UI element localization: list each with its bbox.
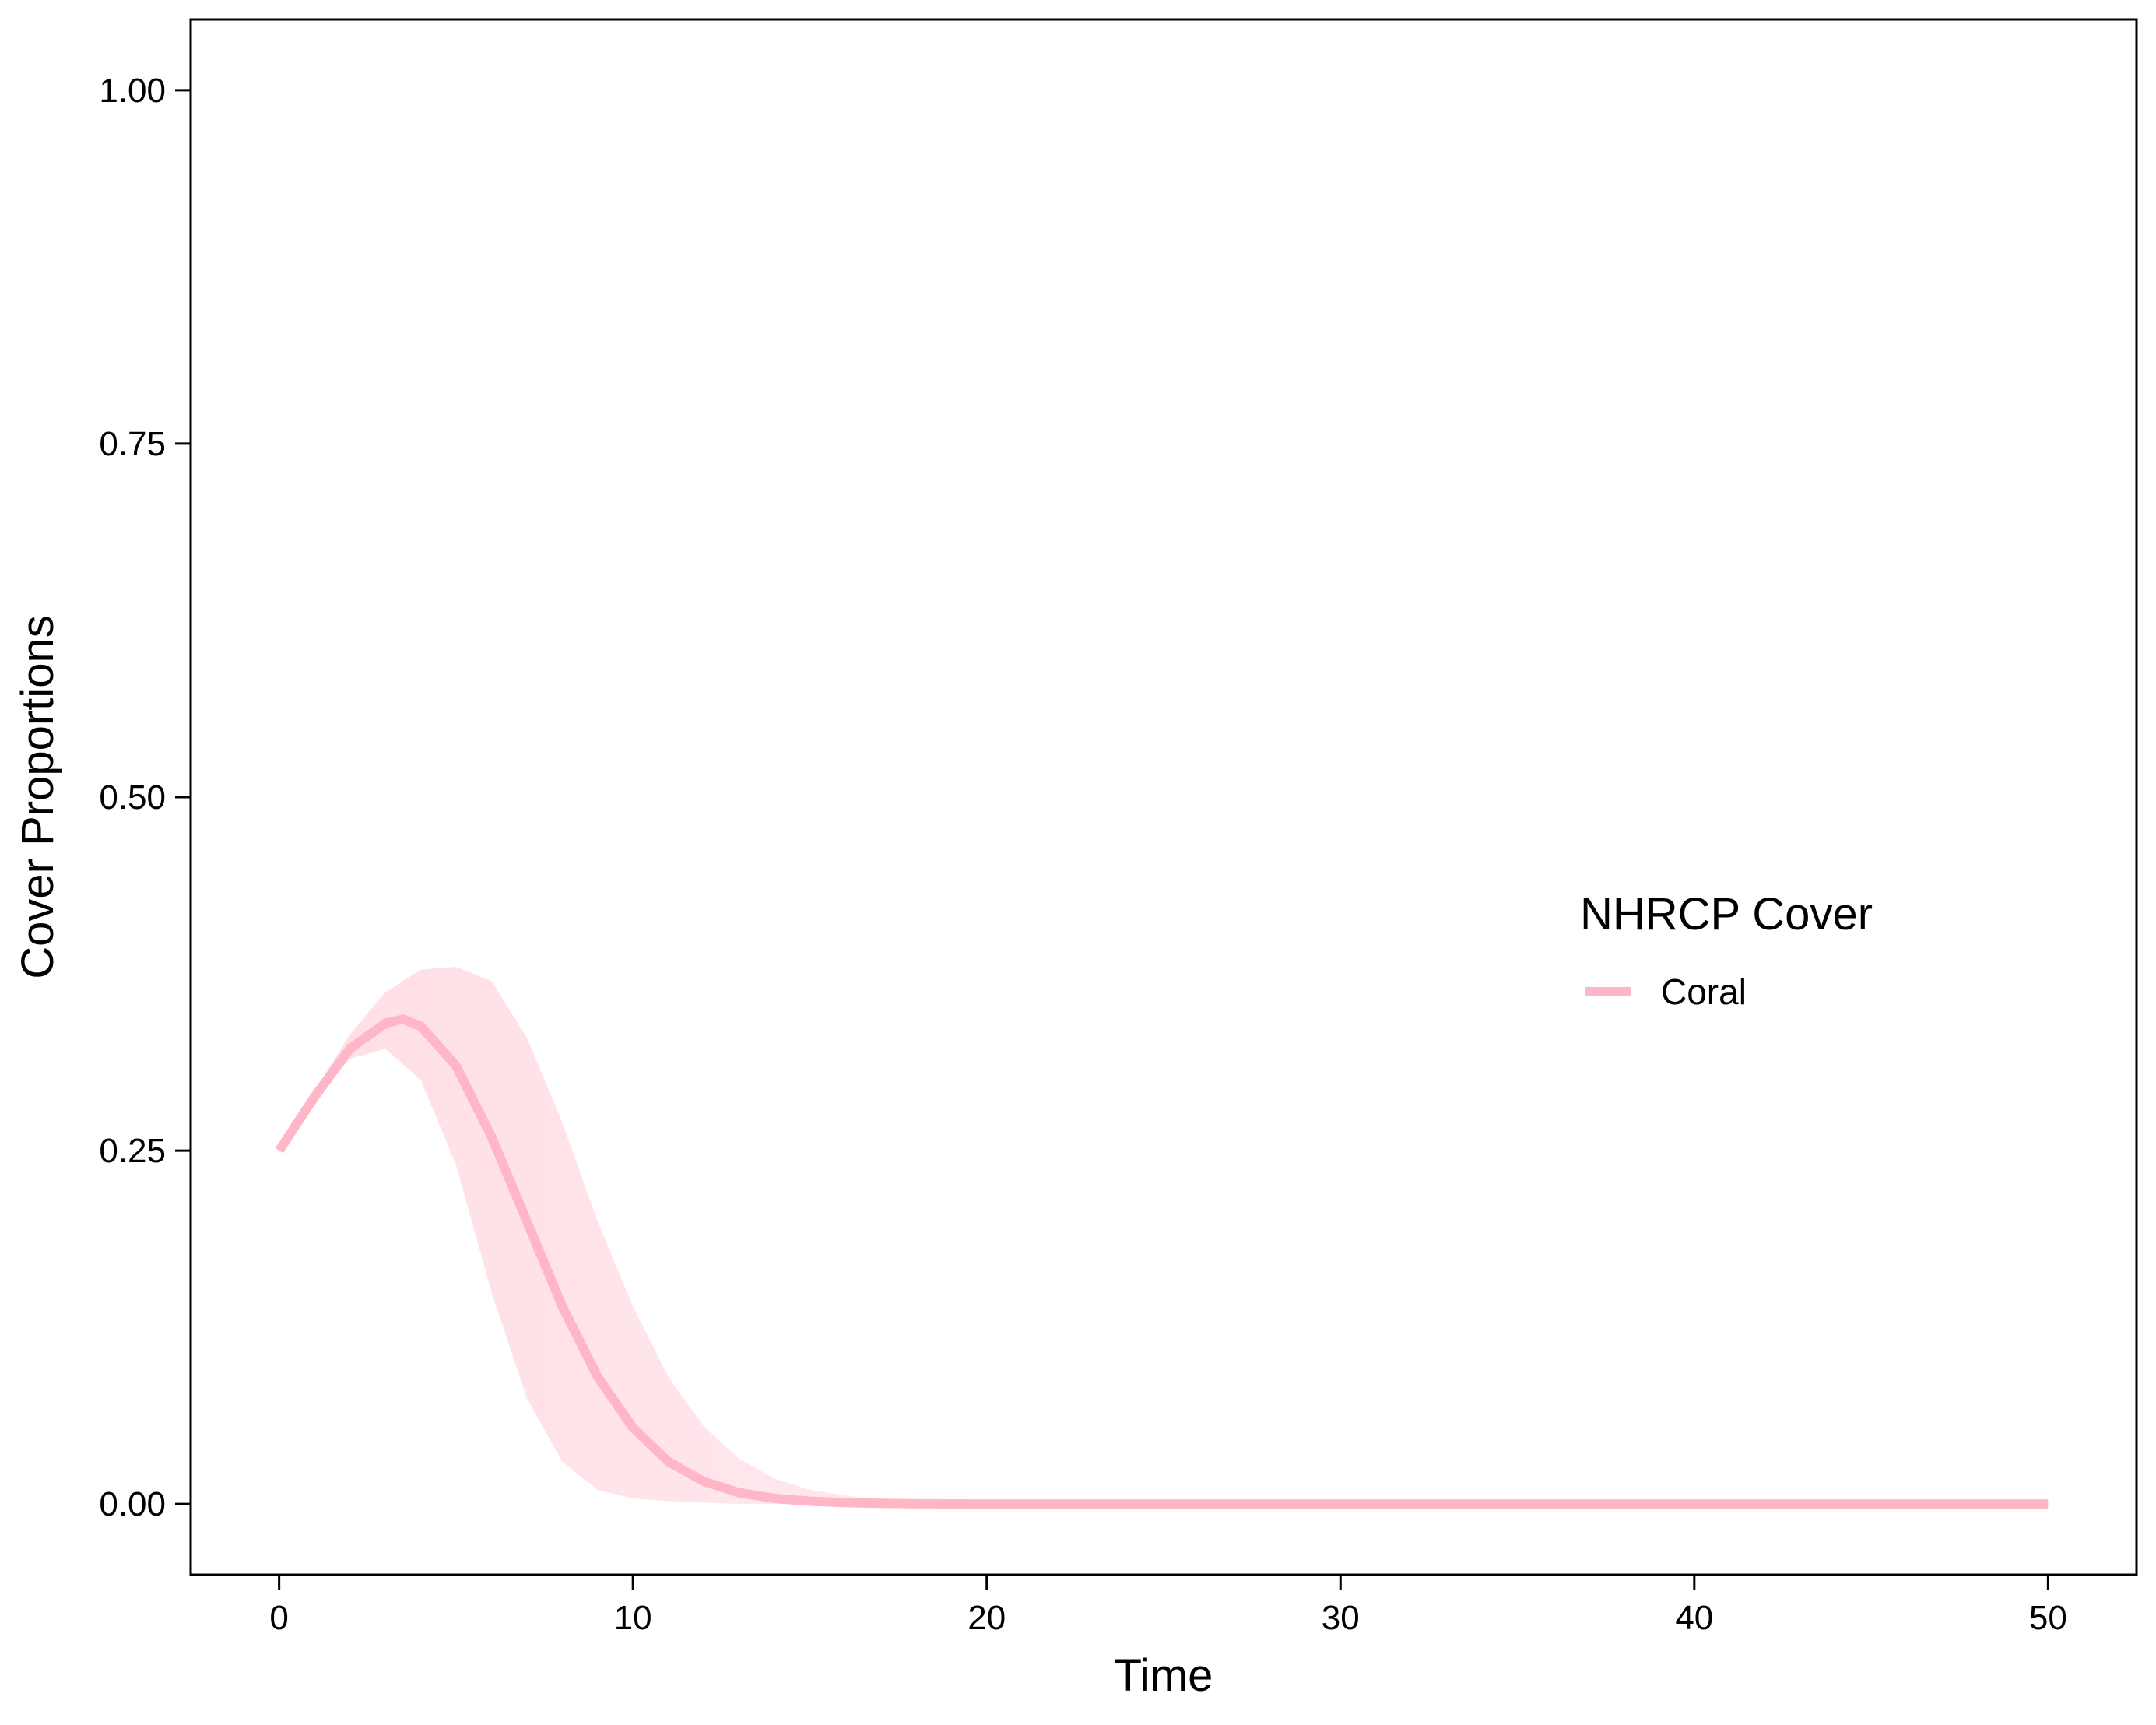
uncertainty-band [279,966,2049,1505]
y-tick-label: 0.75 [99,425,166,463]
x-tick-label: 50 [2029,1599,2067,1637]
y-tick-label: 0.25 [99,1132,166,1170]
x-tick-label: 10 [614,1599,652,1637]
y-tick-label: 1.00 [99,72,166,110]
series-layer [275,1014,2049,1509]
y-tick-label: 0.50 [99,778,166,817]
legend-label-coral: Coral [1661,971,1747,1012]
series-line-coral [275,1014,2049,1509]
y-tick-label: 0.00 [99,1485,166,1523]
x-tick-label: 0 [269,1599,288,1637]
x-tick-label: 30 [1322,1599,1360,1637]
uncertainty-band-area [279,966,2049,1505]
x-tick-label: 20 [967,1599,1006,1637]
x-axis: 0 10 20 30 40 50 [269,1575,2067,1637]
y-axis: 0.00 0.25 0.50 0.75 1.00 [99,72,191,1523]
y-axis-title: Cover Proportions [12,615,63,978]
legend: NHRCP Cover Coral [1580,889,1873,1012]
x-tick-label: 40 [1675,1599,1713,1637]
x-axis-title: Time [1115,1650,1213,1701]
legend-title: NHRCP Cover [1580,889,1873,940]
